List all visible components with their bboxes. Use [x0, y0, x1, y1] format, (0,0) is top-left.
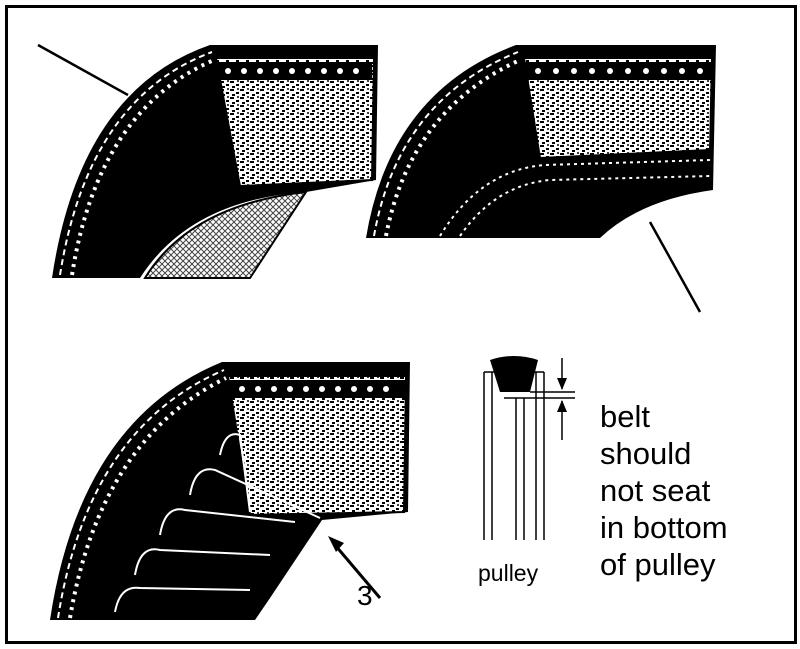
note-line-5: of pulley	[600, 547, 716, 582]
pointer-line-2	[648, 221, 702, 313]
belt-seating-note: belt should not seat in bottom of pulley	[600, 398, 790, 583]
dimension-arrow-icon	[557, 358, 567, 440]
cog-teeth	[114, 433, 321, 613]
note-line-1: belt	[600, 399, 650, 434]
note-line-3: not seat	[600, 473, 711, 508]
pulley-label: pulley	[478, 560, 539, 586]
note-line-2: should	[600, 436, 692, 471]
pulley-diagram	[483, 356, 575, 540]
cord-dots-2	[535, 68, 703, 74]
belt-cross-section-1	[37, 43, 378, 279]
callout-number-3: 3	[357, 580, 373, 611]
belt-cross-section-2	[366, 45, 716, 313]
pointer-line-1	[37, 43, 129, 97]
cord-dots-1	[225, 68, 359, 74]
cord-dots-3	[239, 386, 389, 392]
belt-in-groove	[490, 356, 538, 392]
callout-arrow-line	[333, 544, 382, 599]
belt-cross-section-3	[50, 362, 410, 620]
arrow-icon	[328, 536, 344, 552]
note-line-4: in bottom	[600, 510, 728, 545]
